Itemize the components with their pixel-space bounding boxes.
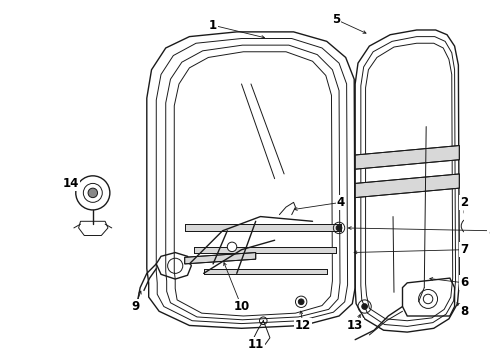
- Text: 1: 1: [209, 19, 217, 32]
- Polygon shape: [355, 174, 459, 198]
- Text: 9: 9: [131, 300, 140, 313]
- Circle shape: [88, 188, 98, 198]
- Circle shape: [336, 225, 342, 231]
- Polygon shape: [185, 253, 256, 264]
- Text: 8: 8: [460, 305, 468, 318]
- Polygon shape: [185, 224, 341, 231]
- Text: 7: 7: [460, 243, 468, 256]
- Text: 5: 5: [332, 13, 341, 26]
- Text: 14: 14: [63, 177, 79, 190]
- Text: 2: 2: [460, 196, 468, 209]
- Circle shape: [227, 242, 237, 252]
- Circle shape: [362, 304, 368, 309]
- Text: 6: 6: [460, 276, 468, 289]
- Polygon shape: [204, 269, 327, 274]
- Text: 11: 11: [247, 338, 264, 351]
- Circle shape: [298, 299, 304, 305]
- Text: 10: 10: [233, 300, 249, 313]
- Polygon shape: [194, 247, 336, 253]
- Text: 13: 13: [347, 319, 363, 332]
- Circle shape: [464, 207, 473, 217]
- Text: 4: 4: [337, 196, 345, 209]
- Text: 3: 3: [489, 224, 490, 237]
- Polygon shape: [355, 145, 459, 169]
- Text: 12: 12: [295, 319, 311, 332]
